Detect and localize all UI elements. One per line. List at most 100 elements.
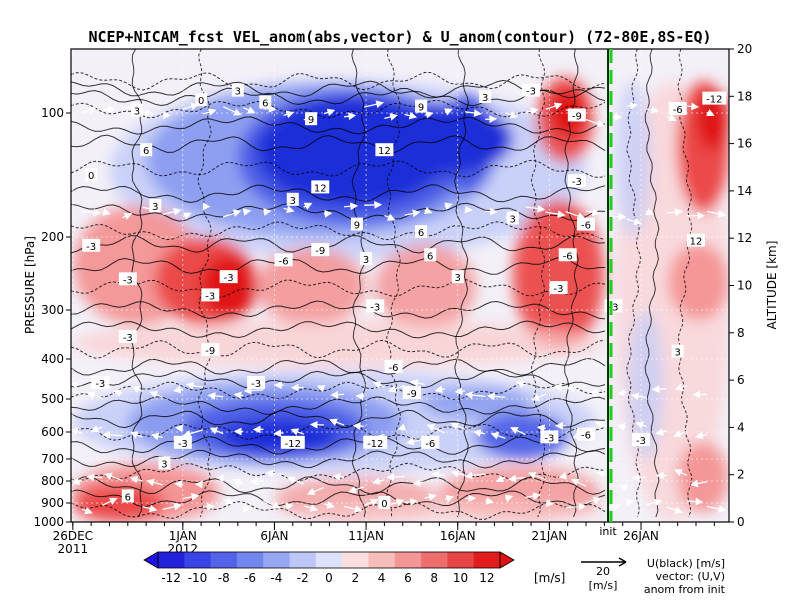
wind-vector bbox=[515, 380, 526, 389]
wind-vector bbox=[486, 392, 506, 401]
contour-label-bg bbox=[286, 192, 299, 206]
contour-label: -9 bbox=[407, 389, 417, 400]
contour-label: 12 bbox=[378, 146, 391, 157]
wind-vector bbox=[686, 102, 700, 111]
u-contour bbox=[71, 134, 606, 154]
wind-vector bbox=[182, 212, 192, 220]
contour-label-bg bbox=[305, 112, 318, 126]
wind-vector bbox=[173, 385, 183, 394]
wind-vector bbox=[525, 204, 546, 213]
contour-label-bg bbox=[479, 90, 492, 103]
wind-vector bbox=[222, 209, 242, 218]
wind-vector bbox=[129, 475, 143, 484]
wind-vector bbox=[646, 498, 663, 507]
wind-vector bbox=[630, 392, 647, 401]
wind-vector bbox=[450, 469, 466, 478]
u-contour bbox=[71, 221, 606, 241]
u-contour bbox=[71, 234, 606, 254]
wind-vector bbox=[283, 502, 294, 511]
wind-vector bbox=[263, 499, 281, 509]
contour-label-bg bbox=[118, 329, 137, 343]
anomaly-blob bbox=[615, 81, 651, 237]
wind-vector bbox=[646, 105, 660, 114]
contour-label-bg bbox=[311, 180, 330, 194]
pressure-tick-label: 200 bbox=[41, 230, 64, 244]
wind-vector bbox=[146, 478, 163, 487]
wind-vector bbox=[424, 493, 437, 501]
wind-vector bbox=[464, 391, 486, 399]
colorbar-swatch bbox=[210, 552, 238, 568]
wind-vector bbox=[131, 386, 143, 394]
u-contour bbox=[71, 202, 606, 222]
contour-label: -12 bbox=[285, 439, 301, 450]
wind-vector bbox=[86, 391, 103, 399]
wind-vector bbox=[290, 428, 305, 436]
contour-label: 9 bbox=[308, 115, 314, 126]
contour-label: 3 bbox=[455, 273, 461, 284]
wind-vector bbox=[431, 470, 445, 479]
contour-label-bg bbox=[567, 174, 586, 188]
wind-vector bbox=[243, 386, 264, 395]
contour-label: 3 bbox=[235, 87, 241, 98]
altitude-tick-label: 14 bbox=[737, 184, 752, 198]
wind-vector bbox=[142, 504, 158, 513]
wind-vector bbox=[585, 118, 606, 128]
wind-vector bbox=[129, 431, 143, 439]
contour-label-bg bbox=[149, 199, 162, 212]
u-contour bbox=[71, 278, 606, 298]
wind-vector bbox=[283, 110, 295, 119]
wind-vector bbox=[265, 469, 284, 478]
colorbar-tick-label: -10 bbox=[188, 571, 208, 585]
wind-vector bbox=[233, 391, 244, 400]
altitude-tick-label: 8 bbox=[737, 326, 745, 340]
anomaly-blob bbox=[366, 103, 513, 175]
wind-vector bbox=[485, 497, 494, 505]
pressure-tick-label: 300 bbox=[41, 303, 64, 317]
contour-label: -6 bbox=[673, 105, 683, 116]
altitude-tick-label: 10 bbox=[737, 279, 752, 293]
wind-vector bbox=[412, 478, 425, 487]
anomaly-blob bbox=[219, 418, 339, 454]
contour-label-bg bbox=[366, 299, 385, 313]
wind-vector bbox=[434, 385, 446, 394]
contour-label-bg bbox=[311, 243, 330, 257]
contour-label: 6 bbox=[143, 146, 149, 157]
u-contour bbox=[71, 159, 606, 179]
colorbar-swatch bbox=[342, 552, 369, 568]
wind-vector bbox=[404, 498, 418, 506]
contour-label-bg bbox=[173, 435, 192, 449]
wind-vector bbox=[330, 390, 345, 399]
wind-vector bbox=[101, 497, 118, 506]
contour-label: 3 bbox=[363, 255, 369, 266]
u-contour bbox=[71, 436, 606, 455]
colorbar-frame bbox=[157, 551, 501, 569]
u-contour bbox=[71, 339, 606, 359]
contour-label-bg bbox=[540, 430, 559, 444]
time-tick-label: 6JAN bbox=[260, 529, 288, 543]
wind-vector bbox=[626, 217, 642, 226]
wind-vector bbox=[242, 505, 251, 514]
wind-vector bbox=[706, 505, 727, 513]
u-contour bbox=[197, 49, 213, 518]
wind-vector bbox=[673, 469, 688, 477]
contour-label-bg bbox=[247, 376, 266, 389]
wind-vector bbox=[209, 427, 224, 435]
u-contour bbox=[351, 49, 367, 518]
colorbar-swatch bbox=[368, 552, 396, 568]
wind-vector bbox=[243, 106, 256, 114]
contour-label-bg bbox=[577, 427, 596, 441]
u-contour bbox=[71, 300, 606, 320]
contour-label: 3 bbox=[290, 196, 296, 207]
colorbar-swatch bbox=[315, 552, 343, 568]
wind-vector bbox=[619, 484, 629, 492]
wind-vector bbox=[352, 422, 365, 430]
contour-label: 3 bbox=[152, 202, 158, 213]
u-contour bbox=[71, 357, 606, 376]
wind-vector bbox=[182, 492, 200, 501]
wind-vector bbox=[525, 107, 539, 115]
contour-label: 12 bbox=[314, 183, 327, 194]
wind-vector bbox=[596, 470, 607, 478]
wind-vector bbox=[142, 108, 154, 117]
wind-vector bbox=[686, 497, 704, 506]
